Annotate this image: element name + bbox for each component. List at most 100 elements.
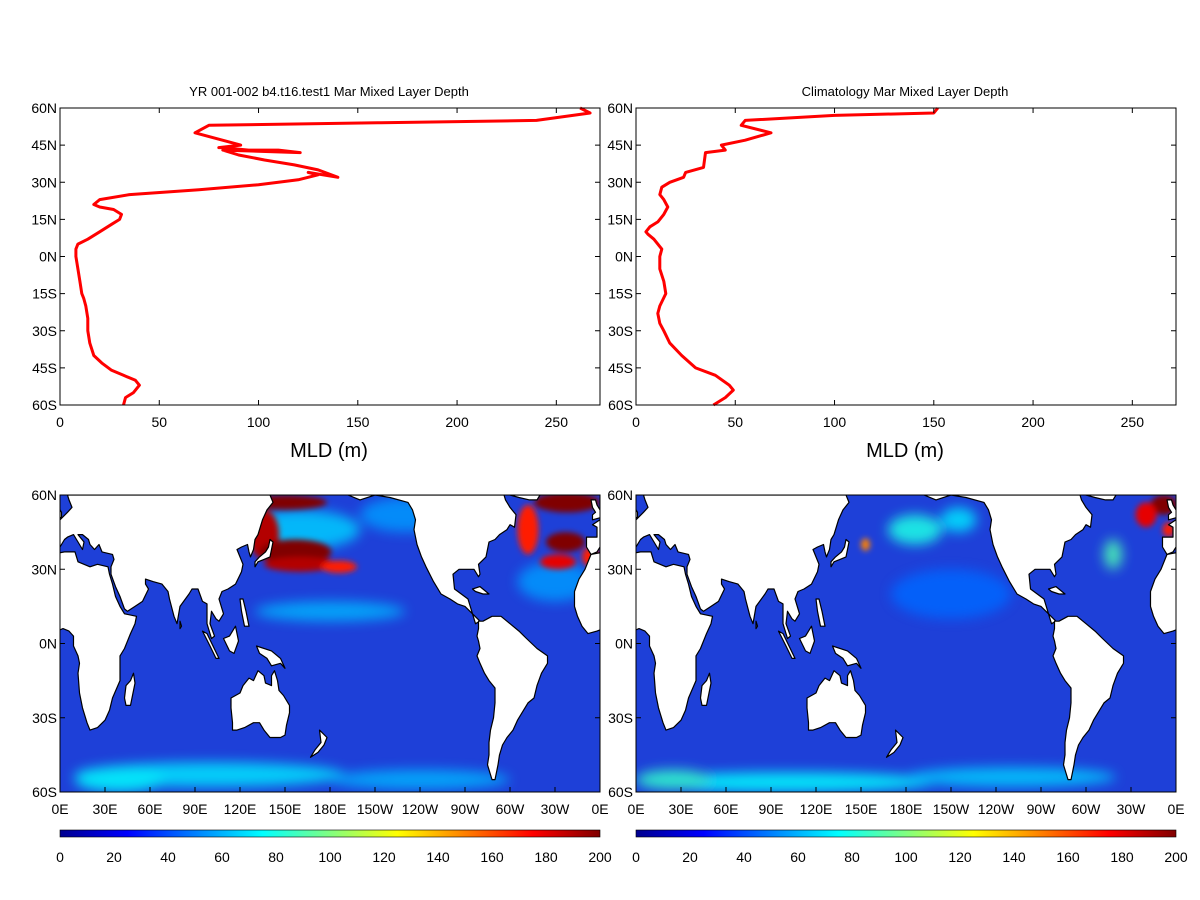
y-tick-label: 45N	[31, 137, 57, 153]
chart-title: Climatology Mar Mixed Layer Depth	[802, 84, 1009, 99]
y-tick-label: 30S	[608, 323, 633, 339]
greenland-landmass	[509, 495, 541, 501]
y-tick-label: 15S	[608, 286, 633, 302]
y-tick-label: 15N	[31, 211, 57, 227]
lon-tick-label: 180E	[314, 801, 347, 817]
africa-landmass	[60, 551, 138, 731]
mld-region	[264, 556, 336, 572]
mld-map-model: 0E 30E 60E 90E 120E 150E 180E 150W 120W 90W 60W 30W…	[31, 485, 612, 865]
x-tick-label: 250	[545, 414, 569, 430]
x-tick-label: 150	[346, 414, 370, 430]
australia-landmass	[230, 670, 291, 739]
new-zealand-landmass	[309, 729, 328, 758]
uk-landmass	[1166, 499, 1176, 521]
colorbar-tick-label: 180	[1110, 849, 1134, 865]
new-zealand-landmass	[885, 729, 904, 758]
y-tick-label: 45N	[607, 137, 633, 153]
mld-region	[861, 538, 870, 551]
lon-tick-label: 60W	[1072, 801, 1102, 817]
x-tick-label: 150	[922, 414, 946, 430]
new-guinea-landmass	[831, 645, 862, 669]
colorbar-tick-label: 140	[1002, 849, 1026, 865]
japan-landmass	[254, 538, 274, 568]
colorbar-ramp	[635, 829, 1177, 838]
mld-region	[75, 767, 165, 792]
mld-region	[546, 532, 585, 552]
lon-tick-label: 180E	[890, 801, 923, 817]
lon-tick-label: 120W	[978, 801, 1015, 817]
north-america-landmass	[923, 495, 1093, 625]
y-tick-label: 45S	[608, 360, 633, 376]
mld-profile-chart-climatology: Climatology Mar Mixed Layer Depth 0 50 100…	[607, 84, 1177, 462]
lon-tick-label: 0E	[1167, 801, 1184, 817]
lon-tick-label: 90W	[451, 801, 481, 817]
mld-region	[891, 569, 1011, 619]
mld-region	[940, 507, 977, 533]
colorbar-ramp	[59, 829, 601, 838]
lat-tick-label: 30S	[608, 710, 633, 726]
lat-tick-label: 30N	[31, 561, 57, 577]
x-tick-label: 0	[56, 414, 64, 430]
land-layer	[60, 485, 600, 781]
colorbar-tick-label: 100	[318, 849, 342, 865]
lat-tick-label: 60S	[32, 784, 57, 800]
lon-tick-label: 90E	[759, 801, 784, 817]
lat-tick-label: 60N	[31, 487, 57, 503]
sri-lanka-landmass	[755, 620, 759, 630]
lon-tick-label: 150E	[269, 801, 302, 817]
eurasia-landmass	[585, 518, 600, 556]
sri-lanka-landmass	[179, 620, 183, 630]
colorbar-tick-label: 40	[736, 849, 752, 865]
sumatra-landmass	[777, 630, 796, 660]
lon-tick-label: 60W	[496, 801, 526, 817]
lon-tick-label: 30E	[669, 801, 694, 817]
lat-tick-layer: 60S 30S 0N 30N 60N	[607, 487, 1176, 800]
x-axis-label: MLD (m)	[290, 440, 368, 462]
lon-tick-label: 0E	[51, 801, 68, 817]
colorbar-tick-label: 200	[1164, 849, 1188, 865]
lat-tick-label: 0N	[39, 636, 57, 652]
y-tick-label: 0N	[615, 249, 633, 265]
colorbar-tick-layer: 0 20 40 60 80 100 120 140 160 180 200	[56, 849, 612, 865]
lon-tick-label: 0E	[591, 801, 608, 817]
lon-tick-label: 120E	[800, 801, 833, 817]
south-america-landmass	[1052, 615, 1125, 781]
lon-tick-label: 30E	[93, 801, 118, 817]
lon-tick-label: 120W	[402, 801, 439, 817]
cuba-landmass	[1047, 585, 1066, 595]
africa-landmass	[1149, 552, 1176, 635]
colorbar-tick-label: 120	[948, 849, 972, 865]
x-tick-label: 250	[1121, 414, 1145, 430]
mld-region	[517, 504, 539, 555]
borneo-landmass	[222, 625, 240, 655]
mld-region	[517, 561, 593, 602]
x-tick-label: 100	[823, 414, 847, 430]
lon-tick-layer: 0E 30E 60E 90E 120E 150E 180E 150W 120W 90W 60W 30W…	[627, 787, 1185, 817]
mld-region	[1135, 502, 1157, 528]
lat-tick-label: 60N	[607, 487, 633, 503]
iceland-landmass	[1143, 485, 1155, 488]
mld-region	[321, 560, 357, 573]
colorbar-tick-label: 60	[214, 849, 230, 865]
y-tick-label: 45S	[32, 360, 57, 376]
colorbar-tick-label: 80	[844, 849, 860, 865]
x-tick-label: 50	[151, 414, 167, 430]
mld-region	[534, 495, 600, 513]
mld-map-climatology: 0E 30E 60E 90E 120E 150E 180E 150W 120W 90W 60W 30W…	[607, 485, 1188, 865]
x-tick-label: 200	[445, 414, 469, 430]
deep-mixing-layer	[861, 495, 1176, 551]
lon-tick-label: 150W	[357, 801, 394, 817]
lon-tick-label: 30W	[541, 801, 571, 817]
lat-tick-label: 30N	[607, 561, 633, 577]
y-tick-layer: 60S 45S 30S 15S 0N 15N 30N 45N 60N	[31, 100, 600, 413]
iceland-landmass	[567, 485, 579, 488]
eurasia-landmass	[1161, 518, 1176, 556]
colorbar-tick-label: 100	[894, 849, 918, 865]
x-tick-layer: 0 50 100 150 200 250	[632, 108, 1144, 430]
x-axis-label: MLD (m)	[866, 440, 944, 462]
lat-tick-label: 30S	[32, 710, 57, 726]
colorbar-tick-label: 40	[160, 849, 176, 865]
greenland-landmass	[1085, 495, 1117, 501]
cuba-landmass	[471, 585, 490, 595]
